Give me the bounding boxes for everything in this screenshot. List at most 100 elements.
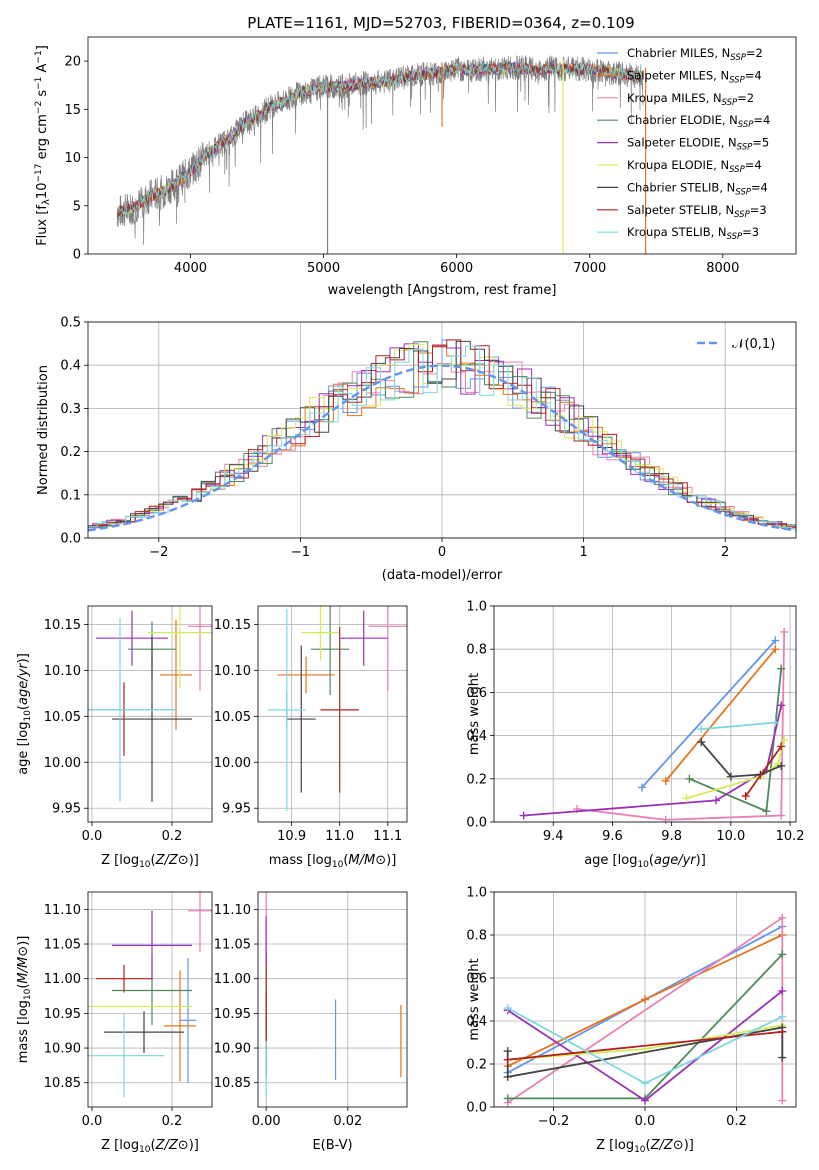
legend-subscript: SSP [727,232,743,242]
plus-marker [503,1004,512,1013]
y-tick-label: 10.10 [214,664,251,679]
y-tick-label: 11.00 [214,972,251,987]
plus-marker [777,701,786,710]
plus-marker [503,1094,512,1103]
mass-weight-line [641,639,776,789]
legend-subscript: SSP [729,165,745,175]
y-tick-label: 5 [73,199,81,214]
label-part: 10 [139,1145,151,1155]
plus-marker [503,1072,512,1081]
x-tick-label: 0.2 [726,1114,747,1129]
label-part: ( [151,1138,156,1153]
axes-frame [87,891,213,1108]
label-part: ( [343,853,348,868]
x-axis-label: mass [log10(M/M⊙)] [269,853,397,870]
label-part: Z/Z⊙ [155,1138,189,1153]
y-label-part: ] [35,45,50,50]
x-tick-label: −2 [149,545,168,560]
label-part: age [log [584,853,637,868]
y-tick-label: 0.4 [466,1015,487,1030]
label-part: 10 [637,860,649,870]
mass-weight-line [507,1030,783,1061]
legend-name: Kroupa MILES, N [627,91,722,105]
axes-frame [257,891,408,1108]
x-tick-label: −1 [291,545,310,560]
y-tick-label: 1.0 [466,600,487,615]
residual-histogram-step [88,345,796,529]
label-part: age [log [16,722,31,775]
axes-frame [87,36,797,255]
spectrum-panel: 4000 5000 6000 7000 8000 0 5 10 15 20 wavelength [… [34,36,797,298]
y-label-part: −2 [34,101,44,114]
legend-suffix: =3 [742,225,759,239]
plus-marker [641,995,649,1004]
x-tick-label: 0.00 [252,1114,281,1129]
y-tick-label: 10.15 [214,618,251,633]
y-tick-label: 0.6 [466,686,487,701]
x-tick-label: 9.6 [602,829,623,844]
y-label-part: −17 [34,164,44,183]
y-label-part: −1 [34,77,44,90]
y-tick-label: 0.3 [60,402,81,417]
plus-marker [661,776,670,785]
label-part: mass [log [16,1000,31,1063]
mass-vs-z-panel: 0.0 0.2 10.85 10.90 10.95 11.00 11.05 11.10 Z [l… [16,891,213,1155]
mass-weight-vs-z-panel: −0.2 0.0 0.2 0.0 0.2 0.4 0.6 0.8 1.0 Z [log10(Z/Z… [466,886,797,1155]
plus-marker [519,811,528,820]
label-part: ( [646,1138,651,1153]
y-tick-label: 10.90 [214,1042,251,1057]
x-axis-label: Z [log10(Z/Z⊙)] [596,1138,694,1155]
legend-name: Salpeter ELODIE, N [627,136,737,150]
y-tick-label: 10.95 [44,1007,81,1022]
plus-marker [778,1027,787,1036]
y-tick-label: 10.05 [44,710,81,725]
x-tick-label: 0.2 [162,829,183,844]
x-axis-label: E(B-V) [312,1138,352,1153]
label-part: )] [386,853,396,868]
x-tick-label: −0.2 [538,1114,570,1129]
legend-subscript: SSP [729,75,745,85]
plus-marker [780,627,789,636]
label-part: ( [649,853,654,868]
y-tick-label: 11.00 [44,972,81,987]
y-tick-label: 0.4 [60,359,81,374]
label-part: )] [696,853,706,868]
y-tick-label: 10.85 [44,1076,81,1091]
x-tick-label: 0.0 [82,829,103,844]
legend-name: Salpeter MILES, N [627,68,729,82]
y-tick-label: 10.05 [214,710,251,725]
legend-name: Salpeter STELIB, N [627,203,734,217]
y-tick-label: 1.0 [466,886,487,901]
legend-label: Salpeter STELIB, NSSP=3 [627,203,767,220]
mass-weight-line [701,721,776,730]
y-tick-label: 11.10 [214,903,251,918]
y-tick-label: 0.2 [466,1058,487,1073]
plus-marker [771,645,780,654]
x-tick-label: 6000 [440,261,473,276]
label-part: ( [151,853,156,868]
y-axis-label: mass weight [467,673,482,755]
legend-label: 𝒩(0,1) [732,337,775,352]
legend-suffix: =2 [737,91,754,105]
x-tick-label: 0.02 [333,1114,362,1129]
legend-suffix: =4 [753,113,770,127]
label-part: )] [16,653,31,663]
age-vs-mass-panel: 10.9 11.0 11.1 9.95 10.00 10.05 10.10 10.15 mass… [214,605,408,870]
x-axis-label: Z [log10(Z/Z⊙)] [101,1138,199,1155]
x-tick-label: 9.8 [661,829,682,844]
mass-weight-line [523,705,783,817]
y-tick-label: 9.95 [52,802,81,817]
mass-weight-line [576,631,786,821]
label-part: M/M⊙ [348,853,386,868]
mass-weight-line [744,745,782,797]
model-spectrum-line [116,61,643,217]
x-tick-label: 11.0 [325,829,354,844]
mass-weight-vs-age-panel: 9.4 9.6 9.8 10.0 10.2 0.0 0.2 0.4 0.6 0.8 1.0 age [… [466,600,804,871]
legend-suffix: =4 [751,180,768,194]
legend-label: Kroupa MILES, NSSP=2 [627,91,754,108]
residuals-panel: −2 −1 0 1 2 0.0 0.1 0.2 0.3 0.4 0.5 𝒩(0,1) (data-mod… [36,316,797,583]
y-label-part: −1 [34,50,44,63]
plus-marker [777,811,786,820]
label-part: Z [log [101,1138,139,1153]
